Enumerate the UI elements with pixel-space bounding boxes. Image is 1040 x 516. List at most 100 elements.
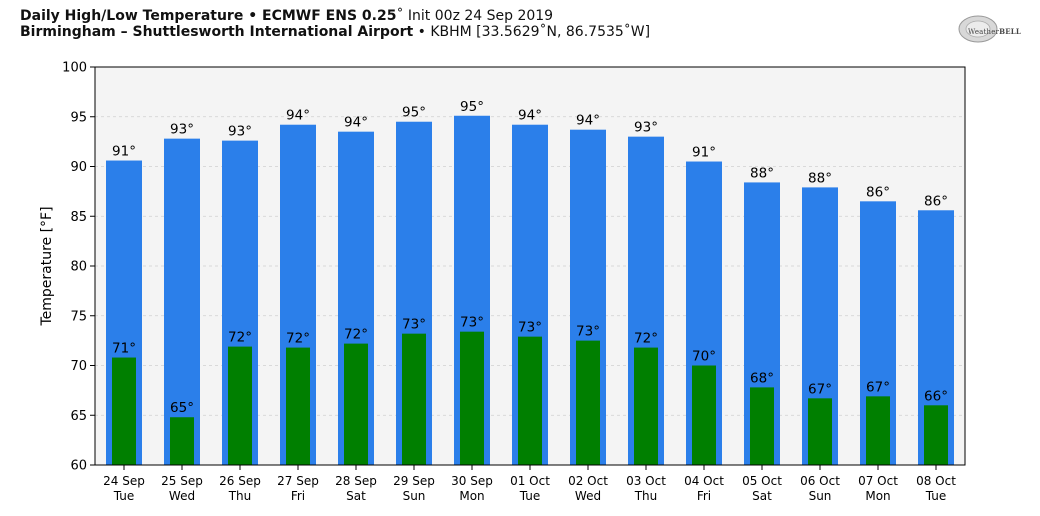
x-tick-label-day: Mon [459, 489, 484, 503]
high-temp-label: 94° [576, 113, 600, 129]
x-tick-label-date: 25 Sep [161, 474, 203, 488]
low-temp-label: 68° [750, 370, 774, 386]
chart-title-bold: Daily High/Low Temperature • ECMWF ENS 0… [20, 8, 397, 24]
high-temp-label: 95° [460, 99, 484, 115]
logo-swirl-icon [958, 15, 998, 43]
chart-title: Daily High/Low Temperature • ECMWF ENS 0… [20, 8, 650, 24]
x-tick-label-day: Sat [752, 489, 772, 503]
low-temp-label: 67° [808, 381, 832, 397]
low-temp-bar [518, 336, 542, 465]
x-tick-label-date: 08 Oct [916, 474, 956, 488]
y-tick-label: 100 [62, 61, 87, 76]
low-temp-bar [634, 347, 658, 465]
x-tick-label-date: 03 Oct [626, 474, 666, 488]
x-tick-label-date: 05 Oct [742, 474, 782, 488]
low-temp-label: 65° [170, 400, 194, 416]
x-tick-label-date: 04 Oct [684, 474, 724, 488]
x-tick-label-day: Wed [575, 489, 601, 503]
low-temp-label: 73° [518, 320, 542, 336]
low-temp-bars [112, 331, 948, 465]
x-tick-label-date: 24 Sep [103, 474, 145, 488]
high-temp-label: 94° [344, 115, 368, 131]
x-tick-label-day: Sun [403, 489, 426, 503]
x-tick-label-day: Sun [809, 489, 832, 503]
high-temp-label: 93° [170, 122, 194, 138]
high-temp-label: 86° [866, 184, 890, 200]
low-temp-bar [866, 396, 890, 465]
high-temp-label: 91° [112, 144, 136, 160]
y-tick-label: 80 [70, 260, 87, 275]
x-tick-label-date: 29 Sep [393, 474, 435, 488]
x-tick-label-date: 07 Oct [858, 474, 898, 488]
high-temp-label: 86° [924, 193, 948, 209]
low-temp-label: 73° [402, 317, 426, 333]
x-tick-label-date: 01 Oct [510, 474, 550, 488]
y-tick-label: 90 [70, 160, 87, 175]
low-temp-label: 71° [112, 341, 136, 357]
low-temp-bar [286, 347, 310, 465]
high-temp-label: 94° [286, 108, 310, 124]
location-coords: • KBHM [33.5629˚N, 86.7535˚W] [413, 24, 651, 40]
low-temp-label: 72° [344, 327, 368, 343]
location-name: Birmingham – Shuttlesworth International… [20, 24, 414, 40]
x-tick-label-day: Mon [865, 489, 890, 503]
low-temp-label: 72° [634, 331, 658, 347]
low-temp-label: 72° [286, 331, 310, 347]
low-temp-bar [344, 343, 368, 465]
y-tick-label: 95 [70, 110, 87, 125]
low-temp-label: 70° [692, 349, 716, 365]
chart-header: Daily High/Low Temperature • ECMWF ENS 0… [20, 8, 650, 40]
x-tick-label-day: Fri [697, 489, 711, 503]
low-temp-labels: 71° 65° 72° 72° 72° 73° 73° 73° 73° 72° 70° 68° 67° 6… [112, 315, 948, 417]
y-tick-label: 60 [70, 459, 87, 474]
low-temp-label: 66° [924, 388, 948, 404]
x-tick-label-date: 06 Oct [800, 474, 840, 488]
low-temp-bar [402, 333, 426, 465]
low-temp-label: 67° [866, 379, 890, 395]
high-temp-label: 94° [518, 108, 542, 124]
low-temp-bar [692, 365, 716, 465]
low-temp-bar [750, 387, 774, 465]
x-tick-label-date: 26 Sep [219, 474, 261, 488]
y-tick-label: 70 [70, 359, 87, 374]
x-tick-label-day: Sat [346, 489, 366, 503]
y-tick-label: 85 [70, 210, 87, 225]
y-tick-label: 75 [70, 309, 87, 324]
x-tick-label-day: Tue [113, 489, 135, 503]
low-temp-label: 72° [228, 330, 252, 346]
chart-location: Birmingham – Shuttlesworth International… [20, 24, 650, 40]
x-tick-label-date: 27 Sep [277, 474, 319, 488]
y-axis-label: Temperature [°F] [39, 206, 55, 326]
low-temp-bar [924, 405, 948, 465]
y-tick-label: 65 [70, 409, 87, 424]
x-tick-label-day: Wed [169, 489, 195, 503]
logo-text-right: BELL [999, 27, 1022, 36]
x-tick-label-day: Thu [228, 489, 252, 503]
low-temp-bar [228, 346, 252, 465]
low-temp-bar [170, 417, 194, 465]
x-tick-label-day: Tue [519, 489, 541, 503]
low-temp-bar [576, 340, 600, 465]
high-temp-label: 93° [634, 120, 658, 136]
low-temp-bar [460, 331, 484, 465]
weatherbell-logo: WeatherBELL [956, 12, 1021, 46]
x-tick-label-date: 02 Oct [568, 474, 608, 488]
low-temp-label: 73° [576, 324, 600, 340]
x-tick-label-date: 28 Sep [335, 474, 377, 488]
high-temp-label: 93° [228, 124, 252, 140]
chart-title-init: ˚ Init 00z 24 Sep 2019 [396, 8, 554, 24]
high-temp-label: 88° [750, 165, 774, 181]
x-tick-label-day: Thu [634, 489, 658, 503]
high-temp-label: 95° [402, 105, 426, 121]
low-temp-label: 73° [460, 315, 484, 331]
high-temp-label: 88° [808, 170, 832, 186]
x-tick-label-day: Tue [925, 489, 947, 503]
low-temp-bar [808, 398, 832, 465]
y-axis: 60 65 70 75 80 85 90 95 100 [62, 61, 95, 474]
logo-text: WeatherBELL [968, 27, 1021, 36]
high-temp-bar [164, 138, 200, 465]
low-temp-bar [112, 357, 136, 465]
x-tick-label-day: Fri [291, 489, 305, 503]
